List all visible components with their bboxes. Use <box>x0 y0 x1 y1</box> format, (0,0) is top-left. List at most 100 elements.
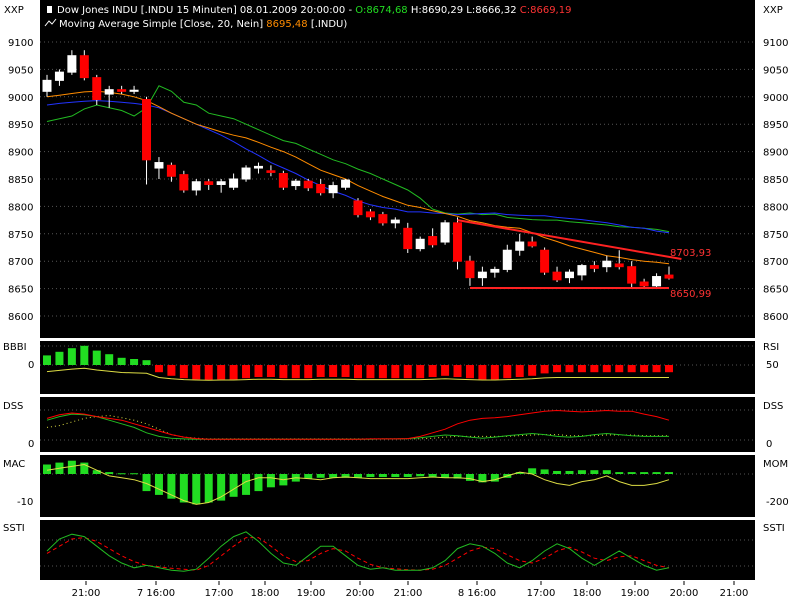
dss-left-tick: 0 <box>28 439 34 450</box>
mac-bar <box>154 474 163 495</box>
mac-bar <box>217 474 226 501</box>
candle-body <box>589 265 599 269</box>
axis-corner-label-left: XXP <box>4 5 24 16</box>
candle-body <box>303 180 313 189</box>
header-line-2: Moving Average Simple [Close, 20, Nein] … <box>59 19 347 30</box>
price-tick-left: 8650 <box>8 285 33 296</box>
price-tick-right: 9050 <box>763 65 788 76</box>
candle-body <box>577 265 587 276</box>
bbbi-bar <box>590 365 599 373</box>
dss-panel-bg[interactable] <box>40 397 755 452</box>
price-tick-left: 9050 <box>8 65 33 76</box>
bbbi-bar <box>329 365 338 377</box>
price-tick-right: 9000 <box>763 93 788 104</box>
bbbi-bar <box>465 365 474 379</box>
bbbi-bar <box>167 365 176 376</box>
momentum-line <box>46 463 670 505</box>
mac-bar <box>441 474 450 478</box>
candle-body <box>142 99 152 161</box>
time-tick-label: 21:00 <box>720 588 749 599</box>
mac-bar <box>590 470 599 474</box>
candle-body <box>204 181 214 185</box>
time-tick-label: 7 16:00 <box>137 588 175 599</box>
price-tick-right: 8950 <box>763 120 788 131</box>
time-tick-label: 18:00 <box>251 588 280 599</box>
candle-body <box>328 185 338 194</box>
candle-body <box>614 263 624 268</box>
header-close: C:8669,19 <box>517 5 572 16</box>
mac-bar <box>167 474 176 499</box>
bbbi-bar <box>80 345 89 365</box>
candle-body <box>502 249 512 270</box>
mac-bar <box>665 472 673 474</box>
bbbi-bar <box>391 365 400 379</box>
bbbi-bar <box>378 365 387 379</box>
candle-body <box>266 170 276 173</box>
price-tick-left: 9000 <box>8 93 33 104</box>
price-tick-left: 8800 <box>8 202 33 213</box>
support-label: 8650,99 <box>670 289 711 300</box>
mac-bar <box>602 470 611 474</box>
header-instrument: Dow Jones INDU [.INDU 15 Minuten] 08.01.… <box>57 5 355 16</box>
candle-body <box>92 77 102 101</box>
resistance-trendline <box>457 219 682 261</box>
bbbi-bar <box>217 365 226 380</box>
mac-bar <box>565 470 574 474</box>
candle-body <box>353 200 363 216</box>
ma-value: 8695,48 <box>266 19 307 30</box>
axis-corner-label-right: XXP <box>763 5 783 16</box>
ma-legend-icon <box>44 18 57 27</box>
price-tick-right: 8750 <box>763 230 788 241</box>
mac-bar <box>80 462 89 474</box>
mac-bar <box>179 474 188 503</box>
price-tick-right: 8700 <box>763 257 788 268</box>
mac-bar <box>192 474 201 505</box>
bbbi-bar <box>652 365 661 373</box>
candle-body <box>42 79 52 92</box>
candle-body <box>179 174 189 191</box>
bbbi-bar <box>540 365 549 374</box>
candle-body <box>477 271 487 279</box>
price-tick-left: 8600 <box>8 312 33 323</box>
indicator-layer <box>43 345 673 572</box>
candle-body <box>403 227 413 250</box>
candle-body <box>117 89 127 92</box>
mac-bar <box>229 474 238 497</box>
candle-body <box>166 164 176 177</box>
bbbi-bar <box>577 365 586 373</box>
bbbi-bar <box>279 365 288 379</box>
header-open: O:8674,68 <box>355 5 407 16</box>
bbbi-bar <box>416 365 425 379</box>
ssti-panel-bg[interactable] <box>40 520 755 580</box>
bbbi-bar <box>291 365 300 379</box>
price-tick-left: 9100 <box>8 38 33 49</box>
mac-bar <box>577 470 586 474</box>
mac-bar <box>640 472 649 474</box>
mac-bar <box>341 474 350 478</box>
header-high: H:8690,29 <box>408 5 463 16</box>
bbbi-bar <box>354 365 362 379</box>
mac-bar <box>391 474 400 478</box>
candle-body <box>453 222 463 262</box>
mac-bar <box>478 474 487 483</box>
candle-body <box>527 241 537 247</box>
axis-layer: 9100 9100 9050 9050 9000 9000 8950 8950 8900 8900… <box>8 38 788 599</box>
mac-bar <box>366 474 375 478</box>
mac-left-tick: -10 <box>17 497 33 508</box>
mac-bar <box>130 473 139 475</box>
price-tick-left: 8850 <box>8 175 33 186</box>
candle-body <box>378 214 388 224</box>
bbbi-bar <box>478 365 487 380</box>
candle-body <box>465 260 475 279</box>
mac-bar <box>242 474 251 495</box>
bbbi-bar <box>55 351 64 365</box>
bbbi-bar <box>266 365 275 377</box>
bbbi-bar <box>565 365 574 373</box>
header-low: L:8666,32 <box>463 5 516 16</box>
bbbi-left-tick: 0 <box>28 360 34 371</box>
bbbi-bar <box>453 365 462 377</box>
bbbi-bar <box>43 355 51 365</box>
mac-bar <box>465 474 474 481</box>
